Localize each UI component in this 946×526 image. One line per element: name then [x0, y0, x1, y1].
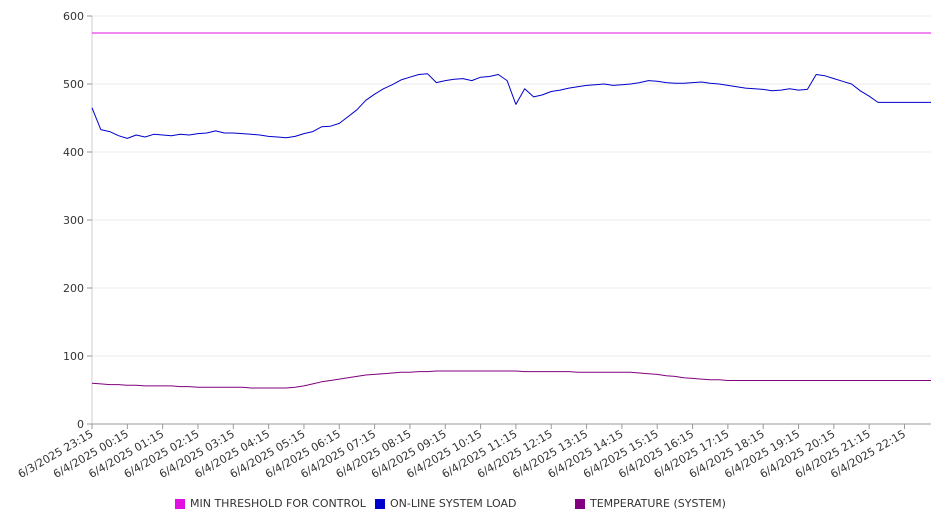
- series-line-2: [91, 370, 931, 389]
- y-tick-label: 300: [63, 214, 84, 227]
- legend: MIN THRESHOLD FOR CONTROL ON-LINE SYSTEM…: [0, 497, 946, 515]
- y-tick-label: 200: [63, 282, 84, 295]
- y-tick-label: 600: [63, 10, 84, 23]
- x-axis-ticks: 6/3/2025 23:156/4/2025 00:156/4/2025 01:…: [16, 424, 908, 481]
- y-tick-label: 400: [63, 146, 84, 159]
- legend-item-min-threshold[interactable]: MIN THRESHOLD FOR CONTROL: [175, 497, 366, 510]
- y-tick-label: 500: [63, 78, 84, 91]
- series-lines: [91, 32, 931, 389]
- legend-swatch: [575, 498, 585, 509]
- legend-item-temperature[interactable]: TEMPERATURE (SYSTEM): [575, 497, 726, 510]
- y-tick-label: 100: [63, 350, 84, 363]
- legend-label: TEMPERATURE (SYSTEM): [590, 497, 726, 510]
- y-axis-ticks: 0 100 200 300 400 500 600: [63, 10, 92, 431]
- legend-item-online-load[interactable]: ON-LINE SYSTEM LOAD: [375, 497, 516, 510]
- legend-swatch: [375, 498, 385, 509]
- y-tick-label: 0: [77, 418, 84, 431]
- gridlines: [92, 15, 931, 357]
- legend-label: ON-LINE SYSTEM LOAD: [390, 497, 517, 510]
- legend-swatch: [175, 498, 185, 509]
- legend-label: MIN THRESHOLD FOR CONTROL: [190, 497, 366, 510]
- series-line-1: [91, 73, 931, 139]
